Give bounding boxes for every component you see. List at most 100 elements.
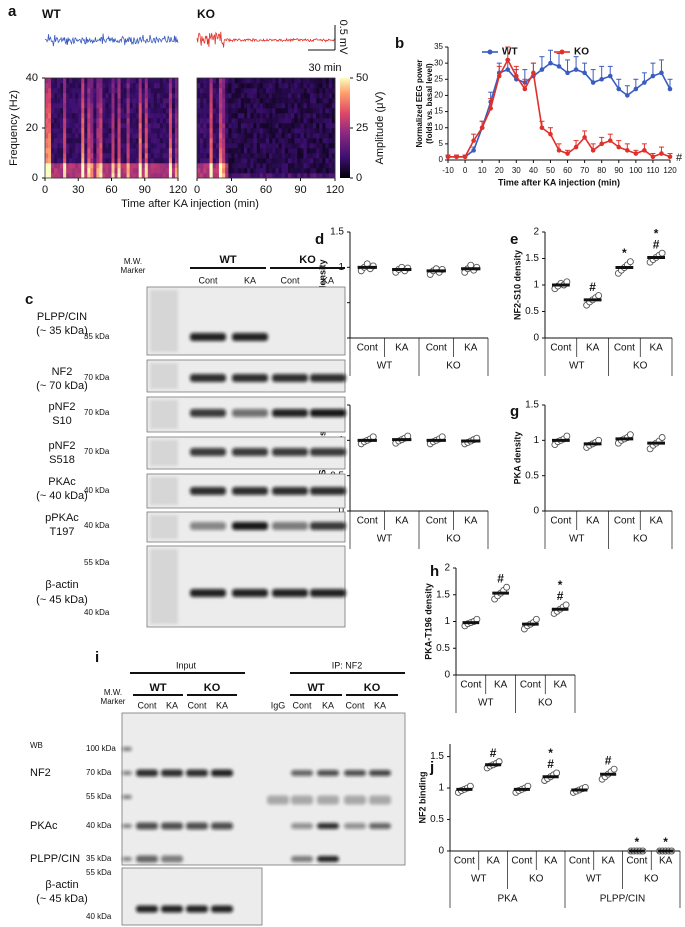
blot-band	[291, 770, 313, 776]
spectrogram-cell	[272, 128, 276, 134]
spectrogram-cell	[96, 118, 100, 124]
category-label: Cont	[426, 343, 447, 354]
spectrogram-cell	[259, 138, 264, 144]
spectrogram-cell	[206, 173, 210, 179]
spectrogram-cell	[200, 158, 204, 164]
spectrogram-cell	[66, 138, 70, 144]
colorbar-tick-label: 25	[356, 122, 368, 134]
spectrogram-cell	[54, 143, 58, 149]
spectrogram-cell	[269, 148, 273, 154]
spectrogram-cell	[144, 93, 149, 99]
group-label: WT	[307, 682, 324, 694]
spectrogram-cell	[322, 118, 326, 124]
spectrogram-cell	[78, 113, 82, 119]
spectrogram-cell	[316, 133, 320, 139]
spectrogram-cell	[48, 88, 52, 94]
spectrogram-cell	[129, 148, 133, 154]
data-point	[667, 86, 673, 92]
spectrogram-cell	[147, 98, 152, 104]
spectrogram-cell	[96, 173, 100, 179]
spectrogram-cell	[306, 113, 311, 119]
spectrogram-cell	[303, 98, 308, 104]
spectrogram-cell	[150, 163, 155, 169]
group-label: KO	[538, 698, 553, 709]
y-tick-label: 0	[533, 506, 539, 517]
spectrogram-cell	[275, 103, 279, 109]
spectrogram-cell	[328, 88, 333, 94]
spectrogram-cell	[174, 148, 179, 154]
spectrogram-cell	[269, 108, 273, 114]
spectrogram-cell	[250, 133, 254, 139]
spectrogram-cell	[132, 168, 136, 174]
spectrogram-cell	[102, 138, 106, 144]
spectrogram-cell	[111, 123, 115, 129]
spectrogram-cell	[75, 93, 79, 99]
spectrogram-cell	[300, 103, 304, 109]
blot-band	[122, 747, 132, 751]
spectrogram-cell	[81, 143, 85, 149]
spectrogram-cell	[171, 93, 176, 99]
spectrogram-cell	[96, 158, 100, 164]
spectrogram-cell	[69, 83, 73, 89]
spectrogram-cell	[144, 133, 149, 139]
spectrogram-cell	[102, 148, 106, 154]
spectrogram-cell	[294, 93, 298, 99]
spectrogram-cell	[250, 138, 254, 144]
spectrogram-cell	[306, 168, 311, 174]
spectrogram-cell	[153, 128, 158, 134]
spectrogram-cell	[165, 103, 170, 109]
spectrogram-cell	[322, 138, 326, 144]
spectrogram-cell	[75, 108, 79, 114]
spectrogram-cell	[237, 108, 242, 114]
spectrogram-cell	[84, 113, 88, 119]
spectrogram-cell	[291, 78, 295, 84]
spectrogram-cell	[105, 153, 109, 159]
spectrogram-cell	[45, 108, 49, 114]
spectrogram-cell	[75, 148, 79, 154]
significance-mark: *	[622, 246, 627, 260]
spectrogram-cell	[313, 98, 317, 104]
spectrogram-cell	[294, 108, 298, 114]
spectrogram-cell	[328, 148, 333, 154]
spectrogram-cell	[120, 143, 124, 149]
spectrogram-cell	[72, 173, 76, 179]
spectrogram-cell	[144, 143, 149, 149]
spectrogram-cell	[237, 128, 242, 134]
spectrogram-cell	[54, 153, 58, 159]
spectrogram-cell	[212, 133, 217, 139]
spectrogram-cell	[66, 163, 70, 169]
x-tick-label: 70	[580, 166, 589, 175]
spectrogram-cell	[300, 138, 304, 144]
spectrogram-cell	[256, 113, 261, 119]
spectrogram-cell	[203, 148, 207, 154]
spectrogram-cell	[93, 163, 97, 169]
spectrogram-cell	[105, 148, 109, 154]
blot-band	[310, 522, 346, 530]
spectrogram-cell	[123, 163, 127, 169]
category-label: Cont	[454, 856, 475, 867]
spectrogram-cell	[234, 88, 239, 94]
scale-label: 30 min	[308, 62, 341, 74]
spectrogram-cell	[247, 138, 251, 144]
spectrogram-cell	[331, 118, 336, 124]
mw-label: 55 kDa	[86, 792, 112, 801]
spectrogram-cell	[105, 128, 109, 134]
x-tick-label: 90	[139, 184, 151, 196]
spectrogram-cell	[117, 148, 121, 154]
spectrogram-cell	[72, 98, 76, 104]
spectrogram-cell	[313, 113, 317, 119]
blot-band	[272, 522, 308, 530]
spectrogram-cell	[247, 173, 251, 179]
spectrogram-cell	[322, 78, 326, 84]
spectrogram-cell	[99, 88, 103, 94]
spectrogram-cell	[303, 173, 308, 179]
spectrogram-cell	[75, 133, 79, 139]
spectrogram-cell	[156, 138, 161, 144]
spectrogram-cell	[316, 158, 320, 164]
spectrogram-cell	[114, 93, 118, 99]
spectrogram-cell	[237, 103, 242, 109]
spectrogram-cell	[244, 118, 248, 124]
spectrogram-cell	[117, 88, 121, 94]
spectrogram-cell	[247, 88, 251, 94]
spectrogram-cell	[138, 118, 143, 124]
